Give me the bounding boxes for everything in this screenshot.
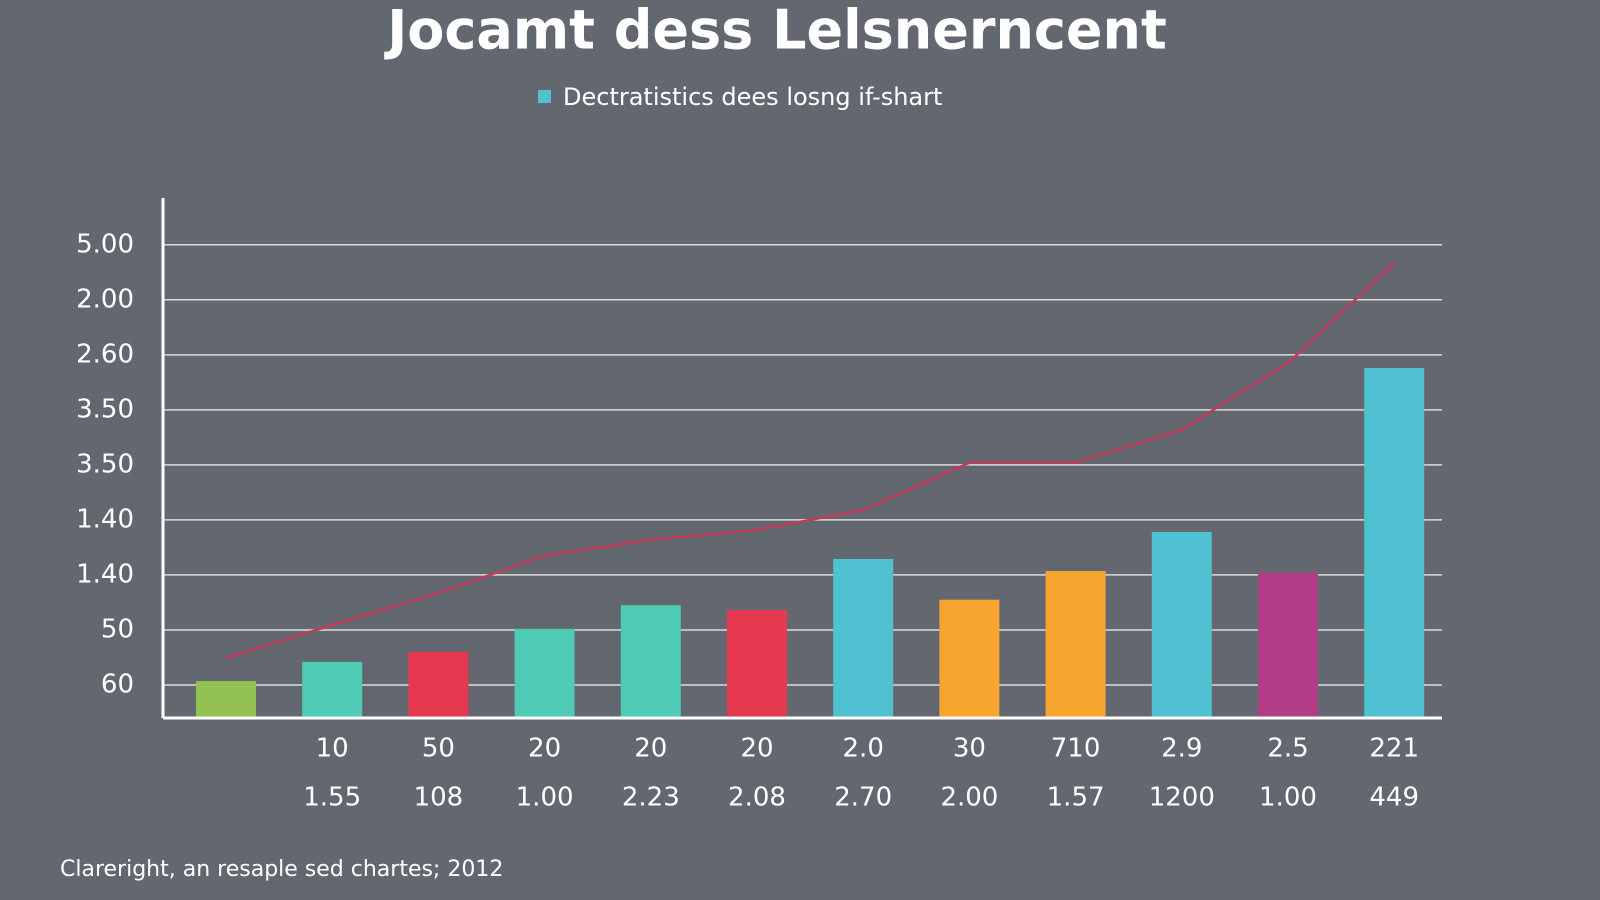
x-tick-label: 20 — [740, 734, 773, 764]
x-tick-label-2: 2.70 — [834, 783, 892, 813]
background — [0, 0, 1568, 882]
bar — [1045, 571, 1106, 718]
bar — [939, 599, 1000, 718]
x-tick-label: 50 — [422, 734, 455, 764]
x-tick-label-2: 1.00 — [1259, 783, 1317, 813]
x-tick-label: 2.0 — [843, 734, 884, 764]
bar — [1258, 572, 1318, 718]
bar — [1151, 532, 1212, 718]
x-tick-label: 20 — [634, 734, 667, 764]
legend-swatch — [538, 90, 551, 103]
y-tick-label: 2.00 — [76, 284, 134, 314]
chart-title: Jocamt dess Lelsnerncent — [383, 0, 1167, 62]
y-tick-label: 1.40 — [76, 504, 134, 534]
bar — [833, 558, 894, 718]
x-tick-label-2: 1.55 — [303, 783, 361, 813]
y-tick-label: 50 — [101, 614, 134, 644]
x-tick-label-2: 108 — [414, 783, 464, 813]
x-tick-label: 30 — [953, 734, 986, 764]
x-tick-label-2: 2.23 — [622, 783, 680, 813]
x-tick-label: 710 — [1051, 734, 1101, 764]
line — [225, 262, 1396, 660]
y-tick-label: 5.00 — [76, 229, 134, 259]
y-tick-label: 60 — [101, 669, 134, 699]
x-tick-label-2: 2.08 — [728, 783, 786, 813]
y-tick-label: 3.50 — [76, 394, 134, 424]
bar — [620, 605, 681, 718]
footer: Clareright, an resaple sed chartes; 2012 — [60, 857, 503, 882]
x-tick-label: 10 — [316, 734, 349, 764]
chart: Jocamt dess Lelsnerncent Clareright, an … — [0, 0, 1568, 882]
bar — [302, 661, 363, 718]
y-tick-label: 3.50 — [76, 449, 134, 479]
x-tick-label: 20 — [528, 734, 561, 764]
x-tick-label: 2.9 — [1161, 734, 1202, 764]
x-tick-label-2: 1.00 — [516, 783, 574, 813]
bar — [1364, 368, 1425, 718]
y-tick-label: 2.60 — [76, 339, 134, 369]
bar — [727, 610, 787, 718]
x-tick-label: 2.5 — [1267, 734, 1308, 764]
x-tick-label-2: 1.57 — [1047, 783, 1105, 813]
x-tick-label: 221 — [1369, 734, 1419, 764]
bar — [408, 651, 469, 718]
bar — [514, 628, 575, 718]
bar — [196, 681, 256, 718]
y-tick-label: 1.40 — [76, 559, 134, 589]
x-tick-label-2: 1200 — [1149, 783, 1215, 813]
legend-label: Dectratistics dees losng if-shart — [563, 83, 942, 111]
x-tick-label-2: 449 — [1369, 783, 1419, 813]
x-tick-label-2: 2.00 — [940, 783, 998, 813]
